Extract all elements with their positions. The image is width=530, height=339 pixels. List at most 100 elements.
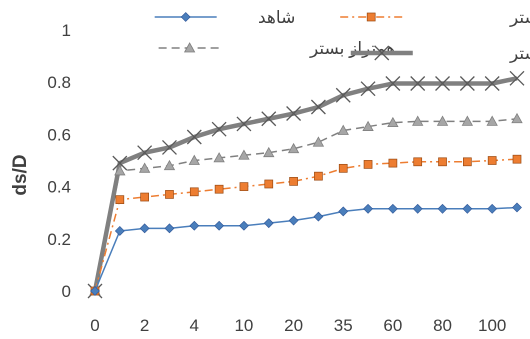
x-tick-label: 10	[234, 316, 253, 335]
data-point-series-2	[362, 120, 374, 131]
data-point-series-3	[286, 106, 302, 121]
data-point-series-2	[183, 42, 196, 53]
data-point-series-0	[214, 220, 225, 231]
data-point-series-1	[189, 187, 199, 197]
data-point-series-1	[264, 179, 274, 189]
data-point-series-2	[387, 116, 399, 128]
series-line-3	[92, 76, 518, 292]
data-point-series-0	[90, 286, 100, 296]
data-point-series-3	[112, 155, 128, 171]
data-point-series-1	[413, 157, 423, 167]
data-point-series-2	[238, 149, 250, 160]
x-tick-label: 100	[478, 316, 506, 335]
data-point-series-0	[288, 215, 299, 226]
y-tick-label: 0.4	[47, 178, 71, 197]
y-tick-label: 0.8	[47, 73, 71, 92]
data-point-series-3	[211, 121, 227, 137]
data-point-series-3	[484, 76, 500, 91]
data-point-series-0	[263, 218, 274, 229]
x-tick-label: 0	[90, 316, 99, 335]
data-point-series-2	[337, 124, 349, 135]
legend-item-1: تراز بالای بستر	[340, 8, 530, 27]
series-line-2	[94, 117, 518, 292]
x-tick-label: 35	[334, 316, 353, 335]
data-point-series-3	[261, 111, 277, 127]
series-line-0	[94, 206, 518, 292]
data-point-series-2	[486, 115, 498, 126]
data-point-series-3	[435, 76, 450, 91]
legend-label-3: تراز زیر بستر	[509, 44, 530, 63]
x-tick-label: 20	[284, 316, 303, 335]
data-point-series-0	[462, 203, 473, 214]
data-point-series-2	[312, 136, 325, 147]
data-point-series-1	[214, 184, 224, 194]
data-point-series-0	[180, 12, 191, 22]
series-2	[89, 112, 523, 296]
data-point-series-2	[287, 142, 300, 154]
data-point-series-2	[412, 115, 424, 126]
y-tick-label: 0.2	[47, 230, 71, 249]
y-tick-label: 0.6	[47, 125, 71, 144]
data-point-series-2	[213, 152, 225, 163]
data-point-series-0	[512, 202, 522, 213]
data-point-series-3	[509, 70, 525, 86]
data-point-series-2	[138, 162, 151, 173]
x-tick-label: 60	[383, 316, 402, 335]
data-point-series-3	[335, 87, 351, 103]
x-tick-label: 80	[433, 316, 452, 335]
data-point-series-1	[140, 192, 149, 202]
data-point-series-1	[366, 12, 376, 22]
y-tick-label: 0	[62, 282, 71, 301]
data-point-series-0	[114, 226, 125, 236]
data-point-series-3	[360, 81, 376, 97]
data-point-series-1	[289, 177, 298, 186]
data-point-series-1	[438, 157, 447, 167]
data-point-series-3	[236, 116, 252, 132]
legend-label-0: شاهد	[258, 8, 295, 27]
data-point-series-1	[239, 182, 249, 191]
data-point-series-1	[487, 156, 497, 165]
data-point-series-1	[363, 160, 373, 169]
series-1	[90, 154, 522, 296]
data-point-series-0	[387, 203, 398, 214]
data-point-series-1	[314, 171, 323, 181]
legend-item-3: تراز زیر بستر	[350, 44, 530, 63]
data-point-series-0	[437, 203, 448, 214]
data-point-series-0	[164, 223, 175, 234]
data-point-series-1	[338, 163, 348, 173]
legend-label-1: تراز بالای بستر	[509, 8, 530, 27]
data-point-series-1	[463, 157, 472, 167]
x-tick-label: 2	[140, 316, 149, 335]
data-point-series-3	[186, 129, 202, 145]
data-point-series-3	[385, 76, 401, 91]
data-point-series-3	[410, 76, 426, 91]
legend: شاهدتراز بالای بسترهمتراز بسترتراز زیر ب…	[154, 8, 530, 63]
data-point-series-0	[412, 203, 423, 214]
data-point-series-2	[188, 154, 200, 165]
y-tick-label: 1	[62, 21, 71, 40]
data-point-series-1	[115, 195, 125, 204]
data-point-series-0	[239, 220, 249, 231]
data-point-series-1	[165, 190, 174, 199]
data-point-series-2	[163, 159, 176, 171]
data-point-series-1	[388, 158, 398, 168]
data-point-series-3	[459, 76, 475, 91]
data-point-series-1	[512, 154, 522, 164]
data-point-series-3	[374, 45, 390, 61]
data-point-series-3	[162, 139, 177, 155]
x-tick-label: 4	[190, 316, 199, 335]
data-point-series-0	[487, 203, 498, 214]
data-point-series-0	[363, 203, 373, 214]
data-point-series-2	[461, 115, 474, 126]
data-point-series-2	[263, 146, 275, 158]
y-axis-label: ds/D	[10, 154, 31, 195]
series-layer	[87, 70, 525, 299]
data-point-series-0	[189, 220, 200, 231]
series-0	[90, 202, 522, 296]
data-point-series-0	[139, 223, 150, 234]
data-point-series-3	[137, 145, 153, 161]
legend-item-0: شاهد	[154, 8, 295, 27]
data-point-series-2	[511, 112, 523, 124]
data-point-series-2	[436, 115, 449, 126]
